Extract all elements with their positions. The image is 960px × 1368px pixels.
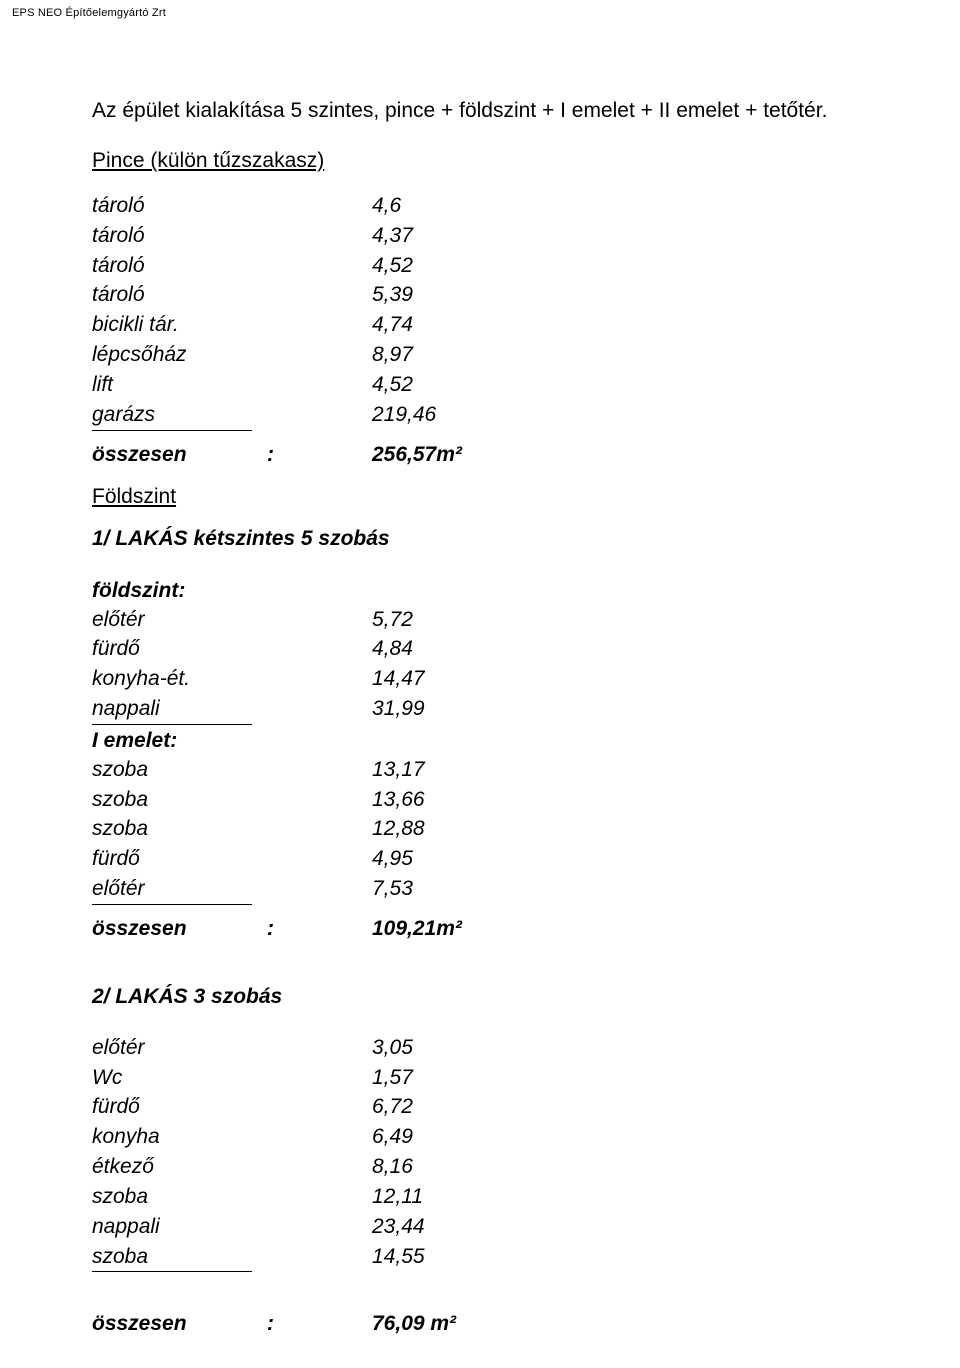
table-row: tároló4,37: [92, 221, 852, 251]
row-value: 12,11: [372, 1182, 492, 1212]
sum-row-lakas1: összesen : 109,21m²: [92, 917, 852, 941]
row-label: nappali: [92, 694, 252, 725]
section-heading-foldszint: Földszint: [92, 485, 852, 509]
lakas1-title: 1/ LAKÁS kétszintes 5 szobás: [92, 527, 852, 551]
row-value: 14,47: [372, 664, 492, 694]
document-page: EPS NEO Építőelemgyártó Zrt Az épület ki…: [0, 0, 960, 1336]
table-row: előtér5,72: [92, 605, 852, 635]
table-row: szoba12,11: [92, 1182, 852, 1212]
row-value: 31,99: [372, 694, 492, 725]
table-row: bicikli tár.4,74: [92, 310, 852, 340]
table-row: előtér 7,53: [92, 874, 852, 905]
table-row: fürdő6,72: [92, 1092, 852, 1122]
row-label: lift: [92, 370, 372, 400]
table-row: szoba12,88: [92, 814, 852, 844]
row-label: előtér: [92, 1033, 372, 1063]
sum-label: összesen: [92, 1312, 267, 1336]
lakas1-sub2: I emelet:: [92, 729, 852, 753]
row-label: szoba: [92, 755, 372, 785]
row-label: szoba: [92, 1182, 372, 1212]
row-value: 12,88: [372, 814, 492, 844]
row-value: 4,74: [372, 310, 492, 340]
table-row: szoba13,17: [92, 755, 852, 785]
row-label: szoba: [92, 814, 372, 844]
lakas1-sub1: földszint:: [92, 579, 852, 603]
table-row: fürdő4,84: [92, 634, 852, 664]
table-row: nappali 31,99: [92, 694, 852, 725]
row-label: tároló: [92, 191, 372, 221]
row-value: 13,66: [372, 785, 492, 815]
row-value: 23,44: [372, 1212, 492, 1242]
row-value: 6,72: [372, 1092, 492, 1122]
row-value: 1,57: [372, 1063, 492, 1093]
sum-value: 109,21m²: [372, 917, 462, 941]
table-row: garázs 219,46: [92, 400, 852, 431]
row-label: nappali: [92, 1212, 372, 1242]
table-row: étkező8,16: [92, 1152, 852, 1182]
row-label: fürdő: [92, 1092, 372, 1122]
section-heading-pince: Pince (külön tűzszakasz): [92, 149, 852, 173]
table-row: lift4,52: [92, 370, 852, 400]
row-label: előtér: [92, 605, 372, 635]
row-label: előtér: [92, 874, 252, 905]
sum-colon: :: [267, 1312, 372, 1336]
row-value: 4,37: [372, 221, 492, 251]
row-label: étkező: [92, 1152, 372, 1182]
row-value: 6,49: [372, 1122, 492, 1152]
table-row: tároló4,52: [92, 251, 852, 281]
table-row: nappali23,44: [92, 1212, 852, 1242]
sum-value: 256,57m²: [372, 443, 462, 467]
document-content: Az épület kialakítása 5 szintes, pince +…: [0, 19, 852, 1336]
table-row: szoba13,66: [92, 785, 852, 815]
row-label: Wc: [92, 1063, 372, 1093]
row-value: 7,53: [372, 874, 492, 905]
row-label: szoba: [92, 785, 372, 815]
row-label: garázs: [92, 400, 252, 431]
intro-text: Az épület kialakítása 5 szintes, pince +…: [92, 99, 852, 123]
sum-label: összesen: [92, 443, 267, 467]
document-header: EPS NEO Építőelemgyártó Zrt: [0, 0, 960, 19]
row-value: 14,55: [372, 1242, 492, 1273]
row-value: 4,84: [372, 634, 492, 664]
row-label: tároló: [92, 221, 372, 251]
sum-label: összesen: [92, 917, 267, 941]
row-label: szoba: [92, 1242, 252, 1273]
lakas2-title: 2/ LAKÁS 3 szobás: [92, 985, 852, 1009]
table-row: szoba 14,55: [92, 1242, 852, 1273]
row-label: konyha: [92, 1122, 372, 1152]
table-row: fürdő4,95: [92, 844, 852, 874]
row-value: 4,6: [372, 191, 492, 221]
table-row: lépcsőház8,97: [92, 340, 852, 370]
sum-value: 76,09 m²: [372, 1312, 456, 1336]
table-row: előtér3,05: [92, 1033, 852, 1063]
row-label: lépcsőház: [92, 340, 372, 370]
row-value: 219,46: [372, 400, 492, 431]
table-row: konyha6,49: [92, 1122, 852, 1152]
row-label: fürdő: [92, 634, 372, 664]
row-value: 8,97: [372, 340, 492, 370]
row-value: 3,05: [372, 1033, 492, 1063]
table-row: konyha-ét.14,47: [92, 664, 852, 694]
sum-colon: :: [267, 443, 372, 467]
table-row: tároló5,39: [92, 280, 852, 310]
row-label: tároló: [92, 280, 372, 310]
row-value: 5,72: [372, 605, 492, 635]
row-value: 8,16: [372, 1152, 492, 1182]
row-value: 4,52: [372, 251, 492, 281]
sum-row-lakas2: összesen : 76,09 m²: [92, 1312, 852, 1336]
table-row: Wc1,57: [92, 1063, 852, 1093]
sum-row-pince: összesen : 256,57m²: [92, 443, 852, 467]
row-value: 4,52: [372, 370, 492, 400]
row-label: tároló: [92, 251, 372, 281]
row-label: fürdő: [92, 844, 372, 874]
row-label: bicikli tár.: [92, 310, 372, 340]
table-row: tároló4,6: [92, 191, 852, 221]
row-label: konyha-ét.: [92, 664, 372, 694]
sum-colon: :: [267, 917, 372, 941]
row-value: 13,17: [372, 755, 492, 785]
row-value: 4,95: [372, 844, 492, 874]
row-value: 5,39: [372, 280, 492, 310]
